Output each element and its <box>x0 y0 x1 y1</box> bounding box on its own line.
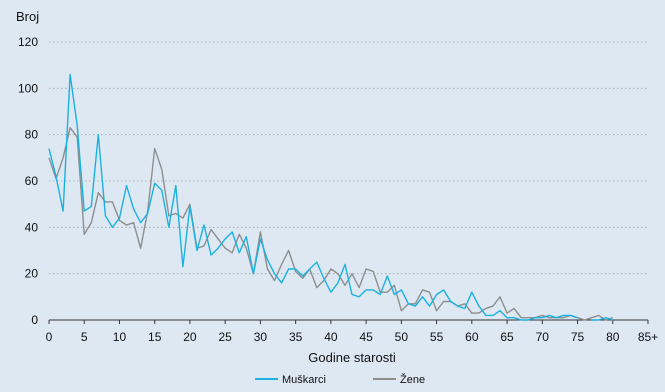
x-tick-label: 70 <box>536 330 550 344</box>
y-tick-label: 80 <box>25 128 39 142</box>
y-tick-label: 40 <box>25 220 39 234</box>
y-tick-label: 20 <box>25 267 39 281</box>
x-tick-label: 30 <box>254 330 268 344</box>
x-axis-ticks: 0 5 10 15 20 25 30 35 40 45 50 55 60 65 70 75 80 85+ <box>46 320 658 344</box>
legend-label-zene: Žene <box>400 373 425 386</box>
legend-label-muskarci: Muškarci <box>282 374 326 386</box>
x-tick-label: 20 <box>183 330 197 344</box>
y-axis-ticks: 0 20 40 60 80 100 120 <box>18 35 38 327</box>
y-tick-label: 0 <box>31 313 38 327</box>
grid-lines <box>49 41 648 275</box>
x-tick-label: 50 <box>395 330 409 344</box>
x-tick-label: 85+ <box>638 330 658 344</box>
x-tick-label: 75 <box>571 330 585 344</box>
series-line-zene <box>48 127 614 321</box>
x-tick-label: 25 <box>218 330 232 344</box>
x-tick-label: 40 <box>324 330 338 344</box>
x-tick-label: 15 <box>148 330 162 344</box>
x-tick-label: 80 <box>606 330 620 344</box>
y-axis-title: Broj <box>16 9 39 24</box>
x-tick-label: 5 <box>81 330 88 344</box>
x-tick-label: 60 <box>465 330 479 344</box>
x-tick-label: 45 <box>359 330 373 344</box>
x-tick-label: 65 <box>500 330 514 344</box>
x-tick-label: 10 <box>113 330 127 344</box>
series-line-muskarci <box>48 73 578 321</box>
y-tick-label: 60 <box>25 174 39 188</box>
series-lines <box>48 73 614 321</box>
y-tick-label: 100 <box>18 81 38 95</box>
legend: Muškarci Žene <box>255 373 425 386</box>
series-line-muskarci-tail <box>591 317 614 321</box>
x-axis-title: Godine starosti <box>308 350 396 365</box>
x-tick-label: 0 <box>46 330 53 344</box>
y-tick-label: 120 <box>18 35 38 49</box>
x-tick-label: 55 <box>430 330 444 344</box>
x-tick-label: 35 <box>289 330 303 344</box>
